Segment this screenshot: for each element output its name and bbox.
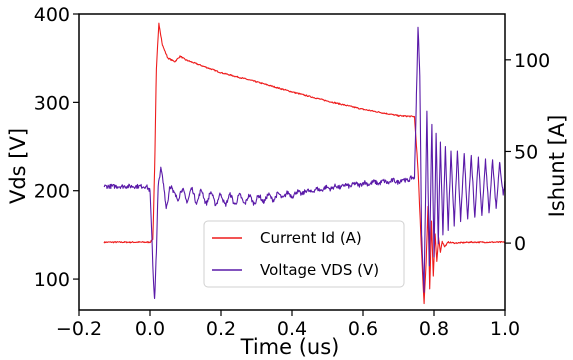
x-tick-label: 0.6	[348, 318, 378, 340]
x-tick-label: 0.8	[419, 318, 449, 340]
y2-tick-label: 50	[514, 141, 538, 163]
legend: Current Id (A) Voltage VDS (V)	[203, 220, 405, 288]
plot-lines	[103, 22, 505, 305]
y-axis-left: 100 200 300 400	[34, 4, 79, 291]
y-tick-label: 400	[34, 4, 70, 26]
x-tick-label: −0.2	[56, 318, 102, 340]
series-line-2	[103, 26, 505, 300]
x-tick-label: 0.4	[277, 318, 307, 340]
y2-axis-title: Ishunt [A]	[545, 115, 569, 218]
y-tick-label: 100	[34, 269, 70, 291]
x-axis-title: Time (us)	[240, 335, 340, 359]
legend-label: Current Id (A)	[260, 229, 362, 247]
x-tick-label: 0.2	[206, 318, 236, 340]
y-axis-title: Vds [V]	[6, 128, 30, 204]
x-axis: −0.2 0.0 0.2 0.4 0.6 0.8 1.0	[56, 310, 520, 340]
legend-label: Voltage VDS (V)	[260, 261, 379, 279]
y2-tick-label: 0	[514, 233, 526, 255]
x-tick-label: 0.0	[135, 318, 165, 340]
y2-tick-label: 100	[514, 50, 550, 72]
legend-box	[203, 220, 405, 288]
y-tick-label: 300	[34, 92, 70, 114]
y-tick-label: 200	[34, 181, 70, 203]
y-axis-right: 0 50 100	[505, 50, 550, 255]
x-tick-label: 1.0	[490, 318, 520, 340]
